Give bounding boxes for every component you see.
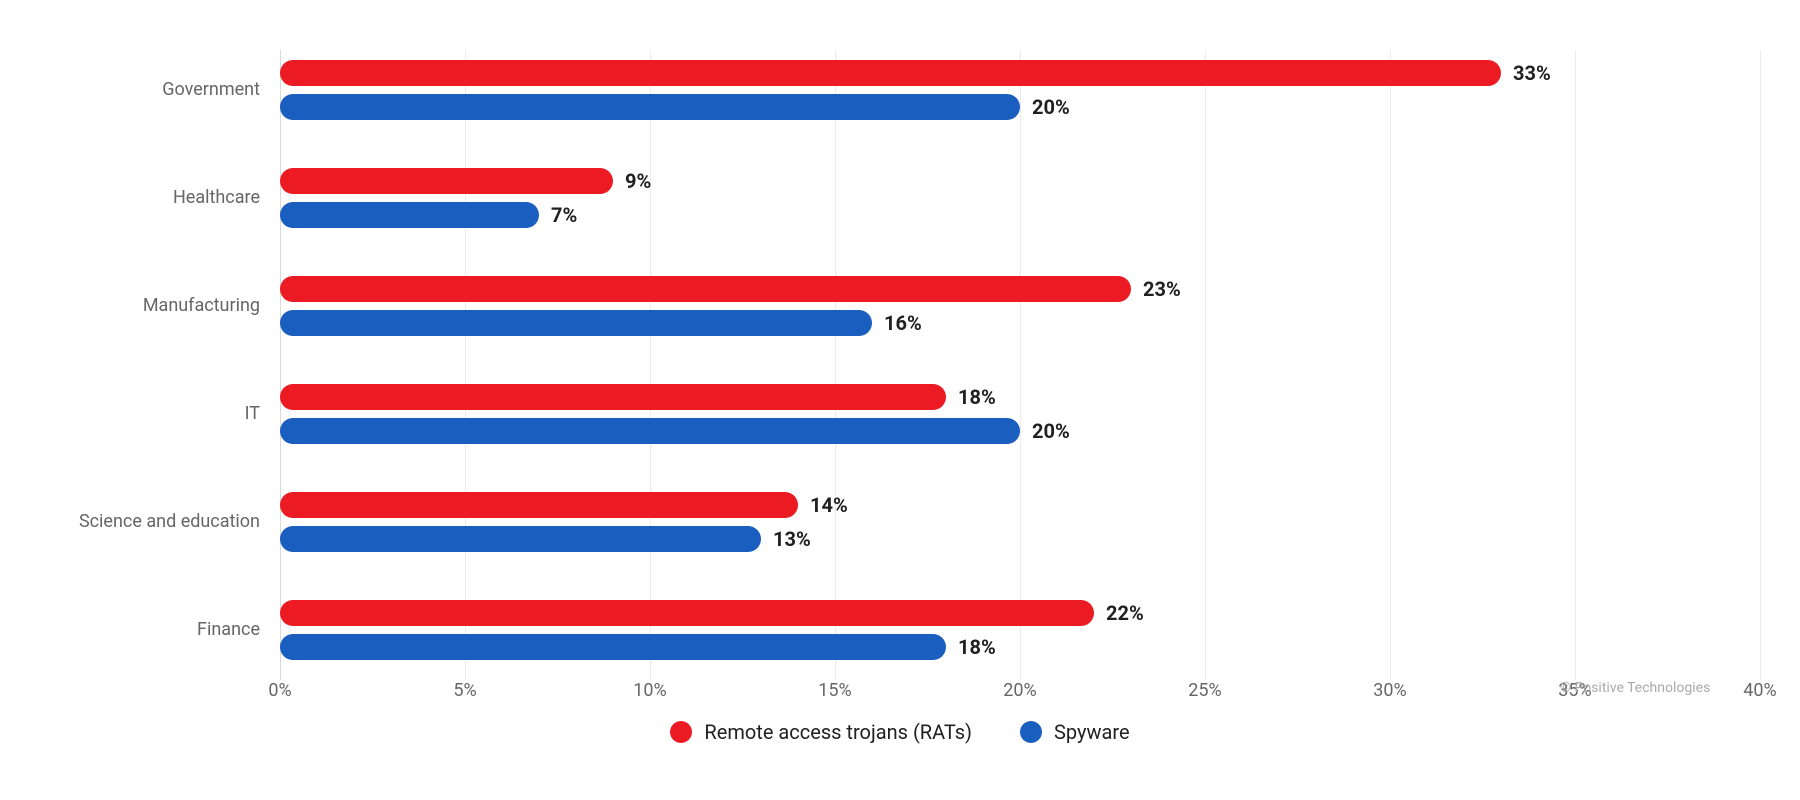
bar-spyware: [280, 418, 1020, 444]
legend-item: Remote access trojans (RATs): [670, 720, 972, 744]
bar-spyware: [280, 202, 539, 228]
category-label: Manufacturing: [40, 295, 260, 317]
gridline: [650, 50, 651, 680]
category-label: Science and education: [40, 511, 260, 533]
value-label-rats: 14%: [798, 493, 848, 517]
gridline: [835, 50, 836, 680]
value-label-spyware: 16%: [872, 311, 922, 335]
value-label-rats: 22%: [1094, 601, 1144, 625]
x-tick-label: 15%: [818, 680, 851, 701]
bar-spyware: [280, 634, 946, 660]
bar-spyware: [280, 526, 761, 552]
bar-rats: [280, 492, 798, 518]
value-label-spyware: 13%: [761, 527, 811, 551]
value-label-rats: 18%: [946, 385, 996, 409]
bar-rats: [280, 384, 946, 410]
x-tick-label: 40%: [1743, 680, 1776, 701]
credit-text: © Positive Technologies: [1560, 680, 1710, 696]
bar-rats: [280, 60, 1501, 86]
legend-label: Remote access trojans (RATs): [704, 720, 972, 744]
value-label-rats: 33%: [1501, 61, 1551, 85]
value-label-spyware: 18%: [946, 635, 996, 659]
value-label-spyware: 7%: [539, 203, 577, 227]
category-label: Finance: [40, 619, 260, 641]
x-tick-label: 20%: [1003, 680, 1036, 701]
gridline: [1575, 50, 1576, 680]
x-tick-label: 10%: [633, 680, 666, 701]
legend: Remote access trojans (RATs) Spyware: [0, 720, 1800, 744]
legend-dot: [670, 721, 692, 743]
x-tick-label: 0%: [268, 680, 291, 701]
value-label-spyware: 20%: [1020, 95, 1070, 119]
category-label: Healthcare: [40, 187, 260, 209]
category-label: Government: [40, 79, 260, 101]
x-tick-label: 25%: [1188, 680, 1221, 701]
value-label-spyware: 20%: [1020, 419, 1070, 443]
x-tick-label: 5%: [453, 680, 476, 701]
axis-baseline: [280, 50, 281, 680]
gridline: [1390, 50, 1391, 680]
legend-dot: [1020, 721, 1042, 743]
gridline: [1020, 50, 1021, 680]
bar-rats: [280, 600, 1094, 626]
bar-spyware: [280, 94, 1020, 120]
bar-rats: [280, 168, 613, 194]
gridline: [1205, 50, 1206, 680]
bar-spyware: [280, 310, 872, 336]
gridline: [465, 50, 466, 680]
x-tick-label: 30%: [1373, 680, 1406, 701]
value-label-rats: 9%: [613, 169, 651, 193]
legend-label: Spyware: [1054, 720, 1130, 744]
chart-container: 0%5%10%15%20%25%30%35%40%Government33%20…: [0, 0, 1800, 800]
plot-area: 0%5%10%15%20%25%30%35%40%Government33%20…: [40, 30, 1760, 680]
category-label: IT: [40, 403, 260, 425]
value-label-rats: 23%: [1131, 277, 1181, 301]
legend-item: Spyware: [1020, 720, 1130, 744]
bar-rats: [280, 276, 1131, 302]
gridline: [1760, 50, 1761, 680]
